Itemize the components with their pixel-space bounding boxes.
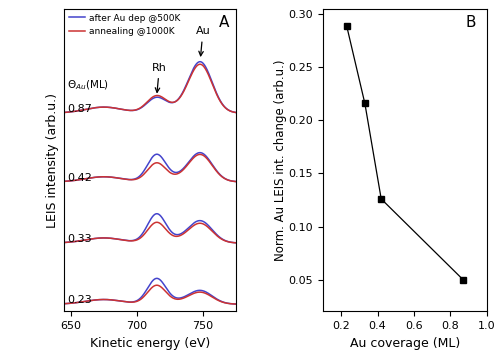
Text: Au: Au — [196, 27, 210, 56]
Text: Rh: Rh — [152, 63, 167, 92]
Text: 0.42: 0.42 — [67, 173, 92, 183]
Text: 0.87: 0.87 — [67, 104, 92, 114]
Y-axis label: Norm. Au LEIS int. change (arb.u.): Norm. Au LEIS int. change (arb.u.) — [274, 59, 287, 261]
Text: B: B — [465, 15, 476, 30]
Text: A: A — [219, 15, 229, 30]
Legend: after Au dep @500K, annealing @1000K: after Au dep @500K, annealing @1000K — [69, 14, 180, 36]
Text: 0.23: 0.23 — [67, 296, 91, 305]
Text: 0.33: 0.33 — [67, 234, 91, 244]
X-axis label: Kinetic energy (eV): Kinetic energy (eV) — [90, 337, 210, 350]
X-axis label: Au coverage (ML): Au coverage (ML) — [350, 337, 460, 350]
Y-axis label: LEIS intensity (arb.u.): LEIS intensity (arb.u.) — [45, 93, 59, 228]
Text: $\Theta_{Au}$(ML): $\Theta_{Au}$(ML) — [67, 78, 109, 92]
